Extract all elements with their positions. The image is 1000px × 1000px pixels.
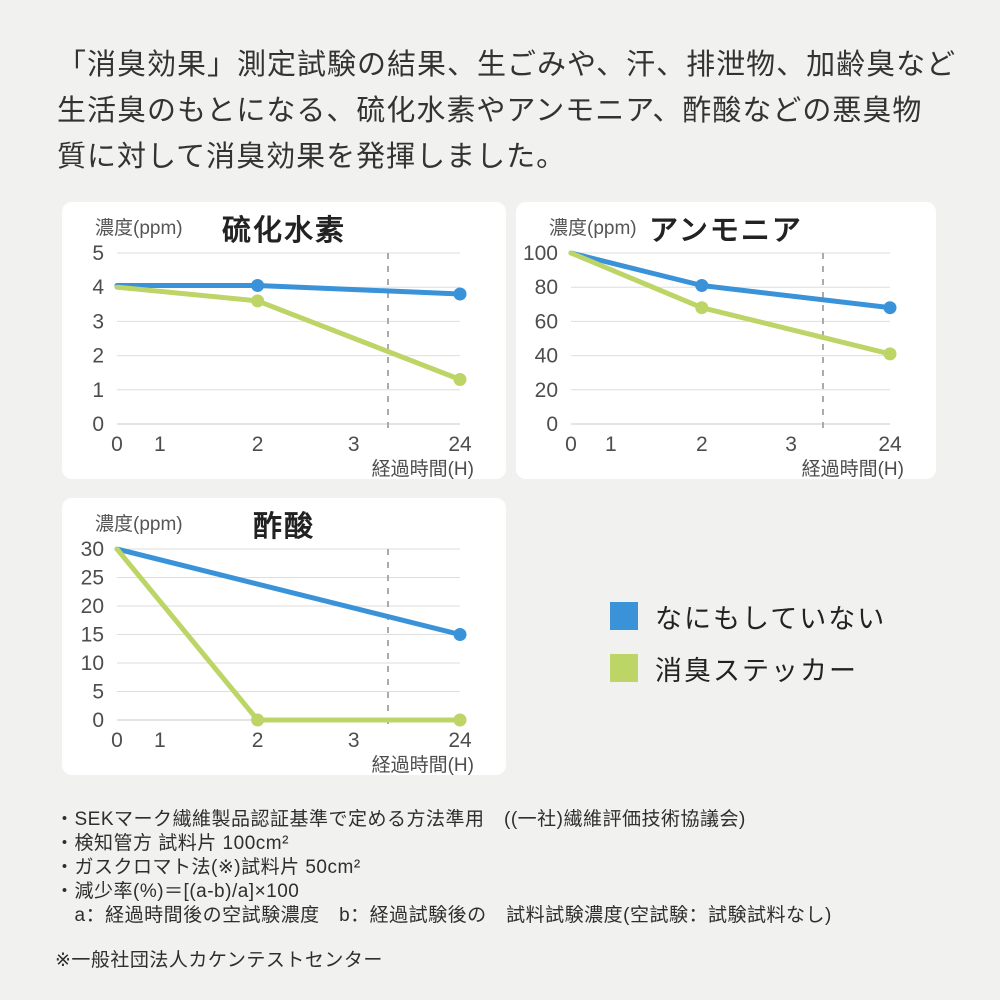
data-point-marker [453,628,467,641]
data-point-marker [883,301,897,315]
footnote-line: ・減少率(%)＝[(a-b)/a]×100 [55,881,300,902]
header-description: 「消臭効果」測定試験の結果、生ごみや、汗、排泄物、加齢臭など 生活臭のもとになる… [57,42,956,180]
x-tick-label: 0 [565,433,577,456]
y-tick-label: 0 [92,709,104,732]
header-line: 生活臭のもとになる、硫化水素やアンモニア、酢酸などの悪臭物 [57,95,923,127]
data-point-marker [251,279,265,292]
x-tick-label: 2 [696,433,708,456]
y-tick-label: 3 [92,310,104,333]
y-tick-label: 2 [92,345,104,368]
x-tick-label: 0 [111,729,123,752]
x-tick-label: 3 [348,729,360,752]
x-axis-label: 経過時間(H) [802,458,904,479]
y-tick-label: 20 [535,379,558,402]
footnote-testing-center: ※一般社団法人カケンテストセンター [55,950,383,971]
x-tick-label: 3 [348,433,360,456]
header-line: 「消臭効果」測定試験の結果、生ごみや、汗、排泄物、加齢臭など [57,49,957,81]
data-point-marker [695,301,709,315]
chart-title: 硫化水素 [222,213,346,247]
x-tick-label: 24 [448,433,472,456]
chart-title: アンモニア [649,215,803,247]
data-point-marker [453,287,467,301]
chart-legend: なにもしていない 消臭ステッカー [610,602,886,686]
x-tick-label: 0 [111,433,123,456]
legend-item-untreated: なにもしていない [610,602,886,634]
legend-swatch-blue [610,602,638,630]
chart-panel-acetic-acid: 濃度(ppm) 酢酸 0 5 10 15 20 25 30 0 1 2 3 24 経過時間(H) [62,498,506,775]
y-axis-unit-label: 濃度(ppm) [95,513,183,535]
x-tick-label: 2 [252,433,264,456]
legend-swatch-green [610,654,638,682]
data-point-marker [251,713,265,727]
y-axis-unit-label: 濃度(ppm) [549,217,637,239]
series-line [568,250,893,311]
chart-panel-hydrogen-sulfide: 濃度(ppm) 硫化水素 0 1 2 3 4 5 0 1 2 3 24 経過時間(H) [62,202,506,479]
x-tick-label: 1 [605,433,617,456]
chart-title: 酢酸 [253,510,315,543]
y-tick-label: 10 [81,652,104,675]
series-line [114,284,463,382]
legend-label: なにもしていない [655,603,887,634]
x-axis-label: 経過時間(H) [372,754,474,775]
y-tick-label: 5 [92,242,104,265]
y-tick-label: 4 [92,276,104,299]
y-tick-label: 0 [546,413,558,436]
y-tick-label: 5 [92,681,104,704]
x-tick-label: 24 [448,729,472,752]
y-tick-label: 40 [535,345,558,368]
legend-label: 消臭ステッカー [655,655,858,686]
data-point-marker [251,294,265,308]
footnote-line: ・SEKマーク繊維製品認証基準で定める方法準用 ((一社)繊維評価技術協議会) [55,809,746,830]
x-tick-label: 1 [154,729,166,752]
x-tick-label: 24 [878,433,902,456]
y-axis-unit-label: 濃度(ppm) [95,217,183,239]
series-line [114,546,463,637]
y-tick-label: 0 [92,413,104,436]
y-tick-label: 20 [81,595,104,618]
data-point-marker [453,373,467,386]
data-point-marker [695,279,709,292]
y-tick-label: 30 [81,538,104,561]
footnote-line: a：経過時間後の空試験濃度 b：経過試験後の 試料試験濃度(空試験：試験試料なし… [55,905,832,926]
x-tick-label: 1 [154,433,166,456]
x-axis-label: 経過時間(H) [372,458,474,479]
footnotes: ・SEKマーク繊維製品認証基準で定める方法準用 ((一社)繊維評価技術協議会) … [55,808,832,973]
footnote-line: ・ガスクロマト法(※)試料片 50cm² [55,857,361,878]
y-tick-label: 1 [92,379,104,402]
y-tick-label: 25 [81,567,104,590]
header-line: 質に対して消臭効果を発揮しました。 [57,141,567,173]
legend-item-deodorizing-sticker: 消臭ステッカー [610,654,886,686]
chart-panel-ammonia: 濃度(ppm) アンモニア 0 20 40 60 80 100 0 1 2 3 24 経過時間(H) [516,202,936,479]
footnote-line: ・検知管方 試料片 100cm² [55,833,289,854]
x-tick-label: 3 [785,433,797,456]
data-point-marker [883,347,897,361]
data-point-marker [453,713,467,727]
x-tick-label: 2 [252,729,264,752]
y-tick-label: 60 [535,310,558,333]
y-tick-label: 80 [535,276,558,299]
y-tick-label: 15 [81,624,104,647]
y-tick-label: 100 [523,242,558,265]
